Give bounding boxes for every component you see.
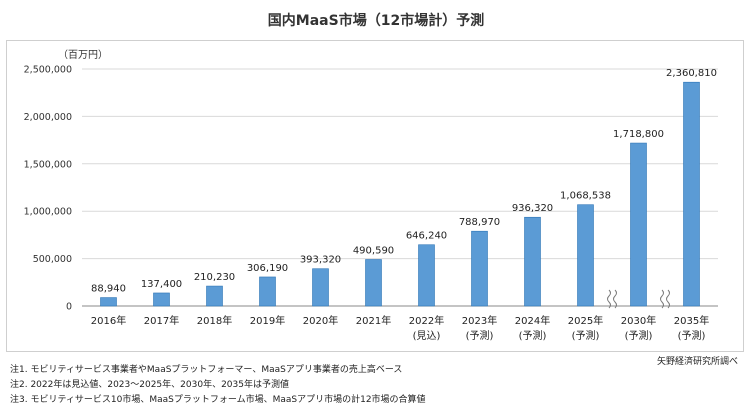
- data-label: 936,320: [512, 203, 553, 214]
- bar: [153, 292, 170, 307]
- axis-break-mark: [660, 289, 664, 309]
- y-tick-label: 2,000,000: [24, 112, 72, 123]
- x-tick-label: 2024年: [515, 314, 550, 327]
- source-note: 矢野経済研究所調べ: [656, 357, 738, 367]
- bar: [630, 142, 647, 307]
- x-tick-label: 2020年: [303, 314, 338, 327]
- x-tick-sublabel: (予測): [572, 329, 600, 342]
- x-tick-label: 2018年: [197, 314, 232, 327]
- chart-title: 国内MaaS市場（12市場計）予測: [267, 13, 485, 29]
- bar: [312, 268, 329, 307]
- bar: [100, 297, 117, 307]
- y-tick-label: 0: [66, 302, 72, 313]
- x-tick-sublabel: (予測): [519, 329, 547, 342]
- chart-frame: [6, 40, 744, 352]
- axis-break-mark: [666, 289, 670, 309]
- x-tick-sublabel: (予測): [466, 329, 494, 342]
- data-label: 490,590: [353, 245, 394, 256]
- bar: [683, 81, 700, 307]
- x-tick-label: 2021年: [356, 314, 391, 327]
- data-label: 1,068,538: [560, 191, 611, 202]
- axis-break-mark: [613, 289, 617, 309]
- y-tick-label: 1,000,000: [24, 207, 72, 218]
- x-tick-label: 2035年: [674, 314, 709, 327]
- bar: [471, 230, 488, 307]
- data-label: 306,190: [247, 263, 288, 274]
- data-label: 137,400: [141, 279, 182, 290]
- x-tick-sublabel: (見込): [413, 330, 441, 342]
- x-tick-sublabel: (予測): [625, 329, 653, 342]
- x-tick-label: 2022年: [409, 314, 444, 327]
- x-tick-label: 2017年: [144, 314, 179, 327]
- data-label: 2,360,810: [666, 68, 717, 79]
- y-axis-unit-label: （百万円）: [58, 50, 108, 61]
- axis-break-mark: [607, 289, 611, 309]
- x-tick-sublabel: (予測): [678, 329, 706, 342]
- x-tick-label: 2019年: [250, 314, 285, 327]
- footnote-2: 注2. 2022年は見込値、2023～2025年、2030年、2035年は予測値: [10, 380, 289, 390]
- data-label: 88,940: [91, 284, 126, 295]
- x-tick-label: 2023年: [462, 314, 497, 327]
- footnote-3: 注3. モビリティサービス10市場、MaaSプラットフォーム市場、MaaSアプリ…: [10, 395, 426, 405]
- bar: [577, 204, 594, 307]
- bar: [365, 259, 382, 307]
- data-label: 210,230: [194, 272, 235, 283]
- y-tick-label: 1,500,000: [24, 159, 72, 170]
- x-tick-label: 2030年: [621, 314, 656, 327]
- data-label: 788,970: [459, 217, 500, 228]
- bar: [418, 244, 435, 307]
- data-label: 393,320: [300, 255, 341, 266]
- data-label: 646,240: [406, 231, 447, 242]
- footnote-1: 注1. モビリティサービス事業者やMaaSプラットフォーマー、MaaSアプリ事業…: [10, 365, 403, 375]
- x-tick-label: 2016年: [91, 314, 126, 327]
- y-tick-label: 2,500,000: [24, 65, 72, 76]
- footnotes: 注1. モビリティサービス事業者やMaaSプラットフォーマー、MaaSアプリ事業…: [10, 363, 426, 408]
- y-tick-label: 500,000: [33, 254, 72, 265]
- bar: [259, 276, 276, 307]
- data-label: 1,718,800: [613, 129, 664, 140]
- bar: [206, 285, 223, 307]
- bar: [524, 216, 541, 307]
- x-tick-label: 2025年: [568, 314, 603, 327]
